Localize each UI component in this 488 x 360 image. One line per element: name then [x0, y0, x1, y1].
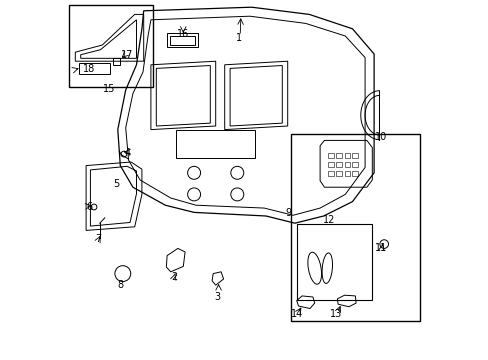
Bar — [352, 171, 358, 176]
Bar — [336, 162, 342, 167]
Bar — [327, 171, 333, 176]
Text: 2: 2 — [171, 272, 177, 282]
Bar — [327, 162, 333, 167]
Text: 1: 1 — [236, 33, 242, 43]
Text: 6: 6 — [86, 202, 92, 212]
Text: 7: 7 — [95, 234, 102, 244]
Text: 12: 12 — [322, 215, 335, 225]
Bar — [344, 162, 349, 167]
Text: 4: 4 — [124, 148, 130, 158]
Bar — [169, 36, 194, 45]
Bar — [296, 224, 371, 300]
Text: 15: 15 — [103, 84, 116, 94]
Bar — [336, 171, 342, 176]
Bar — [336, 153, 342, 158]
Text: 16: 16 — [177, 29, 189, 39]
Bar — [79, 63, 109, 74]
Bar — [344, 171, 349, 176]
Bar — [290, 134, 419, 321]
Text: 14: 14 — [290, 309, 302, 319]
Text: 5: 5 — [113, 179, 120, 189]
Bar — [352, 162, 358, 167]
Text: 18: 18 — [82, 64, 95, 74]
Bar — [327, 153, 333, 158]
Bar — [69, 5, 153, 87]
Text: 11: 11 — [374, 243, 386, 253]
Text: 8: 8 — [117, 280, 123, 290]
Text: 3: 3 — [214, 292, 220, 302]
Text: 10: 10 — [374, 132, 386, 142]
Bar — [167, 33, 197, 47]
Bar — [352, 153, 358, 158]
Text: 17: 17 — [121, 50, 133, 60]
Text: 13: 13 — [329, 309, 342, 319]
Bar — [344, 153, 349, 158]
Text: 9: 9 — [285, 208, 291, 218]
